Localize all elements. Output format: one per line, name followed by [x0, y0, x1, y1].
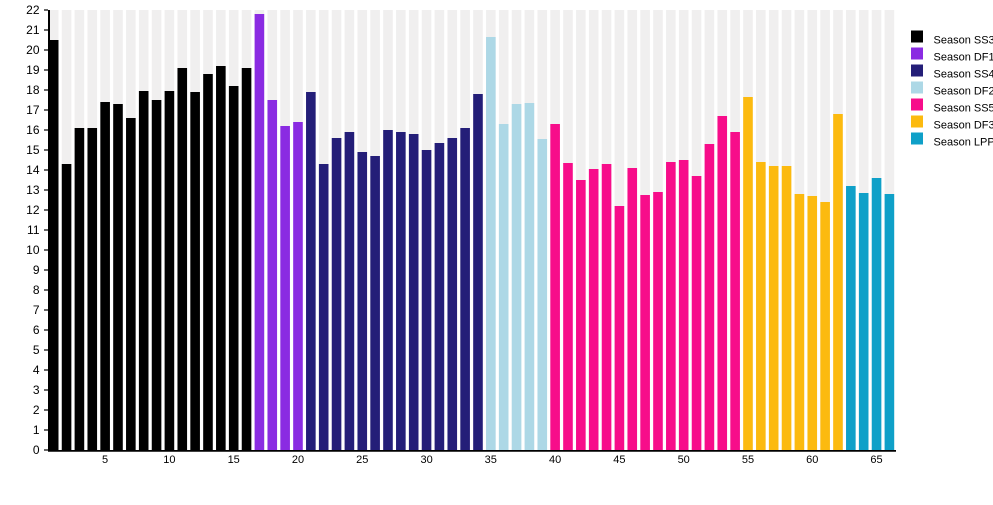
svg-text:60: 60: [806, 454, 818, 466]
svg-text:25: 25: [356, 454, 368, 466]
svg-text:3: 3: [33, 383, 40, 397]
svg-text:10: 10: [163, 454, 175, 466]
svg-text:2: 2: [33, 403, 40, 417]
svg-text:Season DF1: Season DF1: [934, 52, 993, 64]
svg-text:65: 65: [870, 454, 882, 466]
svg-text:5: 5: [102, 454, 108, 466]
svg-text:20: 20: [26, 43, 40, 57]
svg-text:5: 5: [33, 343, 40, 357]
svg-text:8: 8: [33, 283, 40, 297]
svg-text:18: 18: [26, 83, 40, 97]
svg-text:11: 11: [27, 223, 40, 237]
svg-text:Season SS4: Season SS4: [934, 69, 993, 81]
svg-text:55: 55: [742, 454, 754, 466]
svg-text:7: 7: [33, 303, 40, 317]
svg-text:13: 13: [26, 183, 40, 197]
svg-text:40: 40: [549, 454, 561, 466]
svg-text:19: 19: [26, 63, 40, 77]
svg-text:12: 12: [26, 203, 40, 217]
svg-text:22: 22: [26, 3, 40, 17]
svg-text:9: 9: [33, 263, 40, 277]
svg-text:15: 15: [228, 454, 240, 466]
svg-text:Season SS3: Season SS3: [934, 35, 993, 47]
svg-text:35: 35: [485, 454, 497, 466]
svg-text:Season SS5: Season SS5: [934, 103, 993, 115]
svg-text:14: 14: [26, 163, 40, 177]
svg-text:Season DF3: Season DF3: [934, 120, 993, 132]
svg-text:16: 16: [26, 123, 40, 137]
svg-text:Season LPP: Season LPP: [934, 137, 993, 149]
svg-text:21: 21: [26, 23, 40, 37]
svg-text:4: 4: [33, 363, 40, 377]
svg-text:17: 17: [26, 103, 40, 117]
svg-text:15: 15: [26, 143, 40, 157]
svg-text:50: 50: [678, 454, 690, 466]
svg-text:6: 6: [33, 323, 40, 337]
svg-text:1: 1: [33, 423, 40, 437]
svg-text:20: 20: [292, 454, 304, 466]
svg-text:30: 30: [420, 454, 432, 466]
svg-text:0: 0: [33, 443, 40, 457]
svg-text:45: 45: [613, 454, 625, 466]
svg-text:Season DF2: Season DF2: [934, 86, 993, 98]
svg-text:10: 10: [26, 243, 40, 257]
